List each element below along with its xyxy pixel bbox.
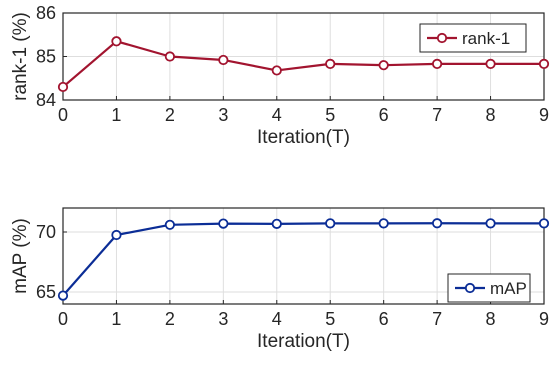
map-legend-label: mAP	[490, 279, 527, 298]
map-data-point	[271, 218, 282, 229]
rank1-x-tick-label: 2	[165, 105, 175, 125]
rank1-x-tick-label: 7	[432, 105, 442, 125]
map-data-point	[111, 229, 122, 241]
rank1-x-axis-label: Iteration(T)	[257, 127, 350, 148]
map-series-line	[62, 222, 544, 297]
rank1-legend: rank-1	[419, 23, 527, 53]
map-legend: mAP	[447, 273, 531, 303]
rank1-data-point	[164, 51, 175, 62]
map-data-point	[57, 290, 69, 301]
rank1-x-tick-label: 3	[218, 105, 228, 125]
map-x-tick-label: 7	[432, 309, 442, 329]
map-x-tick-label: 4	[272, 309, 282, 329]
rank1-data-point	[485, 58, 496, 69]
map-axes-box	[62, 207, 545, 305]
rank1-series-line	[62, 40, 544, 88]
map-x-tick-label: 5	[325, 309, 335, 329]
map-data-point	[378, 218, 389, 229]
rank1-legend-marker	[436, 32, 448, 44]
map-x-tick-label: 1	[111, 309, 121, 329]
map-data-point	[164, 219, 175, 230]
rank1-y-tick-label: 86	[36, 3, 56, 23]
map-data-point	[218, 218, 229, 229]
rank1-chart: 0 1 2 3 4 5 6 7 8 9 84 85 86 Iteration(T) rank-1 (%) ra…	[10, 3, 550, 148]
map-y-tick-label: 65	[36, 282, 56, 302]
rank1-data-point	[271, 65, 282, 76]
rank1-legend-label: rank-1	[462, 29, 510, 48]
map-x-tick-label: 2	[165, 309, 175, 329]
rank1-data-point	[325, 58, 336, 69]
rank1-x-tick-label: 5	[325, 105, 335, 125]
rank1-data-point	[432, 58, 443, 69]
map-x-tick-label: 3	[218, 309, 228, 329]
map-data-point	[485, 218, 496, 229]
rank1-data-point	[538, 58, 550, 69]
map-data-point	[325, 218, 336, 229]
rank1-y-tick-label: 85	[36, 47, 56, 67]
rank1-data-point	[57, 81, 69, 93]
rank1-x-tick-label: 0	[58, 105, 68, 125]
rank1-y-axis-label: rank-1 (%)	[10, 12, 31, 101]
map-chart: 0 1 2 3 4 5 6 7 8 9 65 70 Iteration(T) mAP (%) mAP	[10, 207, 550, 352]
map-y-tick-label: 70	[36, 222, 56, 242]
rank1-x-tick-label: 8	[486, 105, 496, 125]
map-x-tick-label: 6	[379, 309, 389, 329]
rank1-x-tick-label: 6	[379, 105, 389, 125]
rank1-x-tick-label: 9	[539, 105, 549, 125]
map-x-tick-label: 0	[58, 309, 68, 329]
map-y-axis-label: mAP (%)	[10, 218, 31, 294]
map-data-point	[432, 218, 443, 229]
map-legend-box	[447, 273, 531, 303]
map-legend-marker	[464, 282, 476, 294]
rank1-data-point	[378, 60, 389, 71]
rank1-y-tick-label: 84	[36, 90, 56, 110]
rank1-data-point	[111, 36, 122, 47]
map-data-point	[538, 218, 550, 229]
rank1-data-point	[218, 54, 229, 66]
rank1-x-tick-label: 4	[272, 105, 282, 125]
rank1-x-tick-label: 1	[111, 105, 121, 125]
map-x-tick-label: 9	[539, 309, 549, 329]
map-x-tick-label: 8	[486, 309, 496, 329]
map-x-axis-label: Iteration(T)	[257, 331, 350, 352]
